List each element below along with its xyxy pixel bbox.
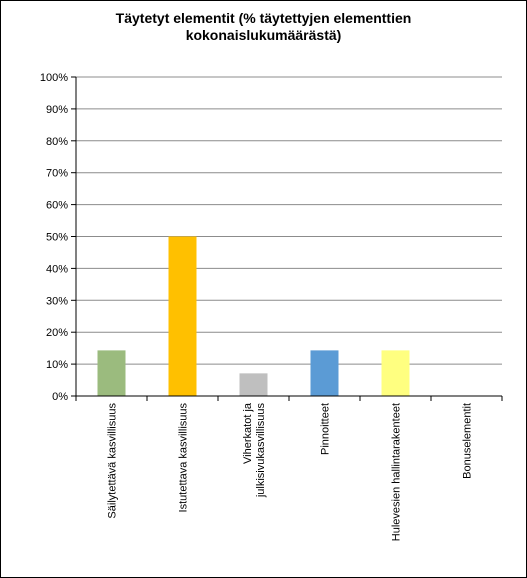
bars <box>97 236 410 396</box>
y-tick-label: 50% <box>46 232 68 244</box>
chart-title: Täytetyt elementit (% täytettyjen elemen… <box>0 10 527 44</box>
chart-title-line-2: kokonaislukumäärästä) <box>185 27 342 43</box>
bar <box>310 350 339 396</box>
gridlines <box>76 76 502 365</box>
y-tick-label: 70% <box>46 168 68 180</box>
y-tick-label: 20% <box>46 327 68 339</box>
category-label: Pinnoitteet <box>320 403 332 455</box>
bar <box>168 236 197 396</box>
category-label: Bonuselementit <box>462 403 474 479</box>
category-label: Istutettava kasvillisuus <box>178 403 190 513</box>
category-label: Säilytettävä kasvillisuus <box>107 403 119 519</box>
category-label: Hulevesien hallintarakenteet <box>391 403 403 541</box>
y-tick-label: 100% <box>40 72 68 84</box>
chart-title-line-1: Täytetyt elementit (% täytettyjen elemen… <box>115 10 412 26</box>
y-tick-label: 0% <box>52 391 68 403</box>
y-tick-label: 90% <box>46 104 68 116</box>
y-tick-label: 30% <box>46 295 68 307</box>
category-label: Viherkatot ja <box>242 402 254 464</box>
category-label: julkisivukasvillisuus <box>255 403 267 499</box>
bar <box>239 373 268 396</box>
y-tick-label: 10% <box>46 359 68 371</box>
axes <box>71 76 503 401</box>
y-tick-label: 40% <box>46 263 68 275</box>
y-tick-label: 60% <box>46 200 68 212</box>
bar <box>97 350 126 396</box>
x-category-labels: Säilytettävä kasvillisuus Istutettava kas… <box>107 402 474 541</box>
y-tick-label: 80% <box>46 136 68 148</box>
bar <box>381 350 410 396</box>
y-tick-labels: 0% 10% 20% 30% 40% 50% 60% 70% 80% 90% 100% <box>40 72 68 403</box>
